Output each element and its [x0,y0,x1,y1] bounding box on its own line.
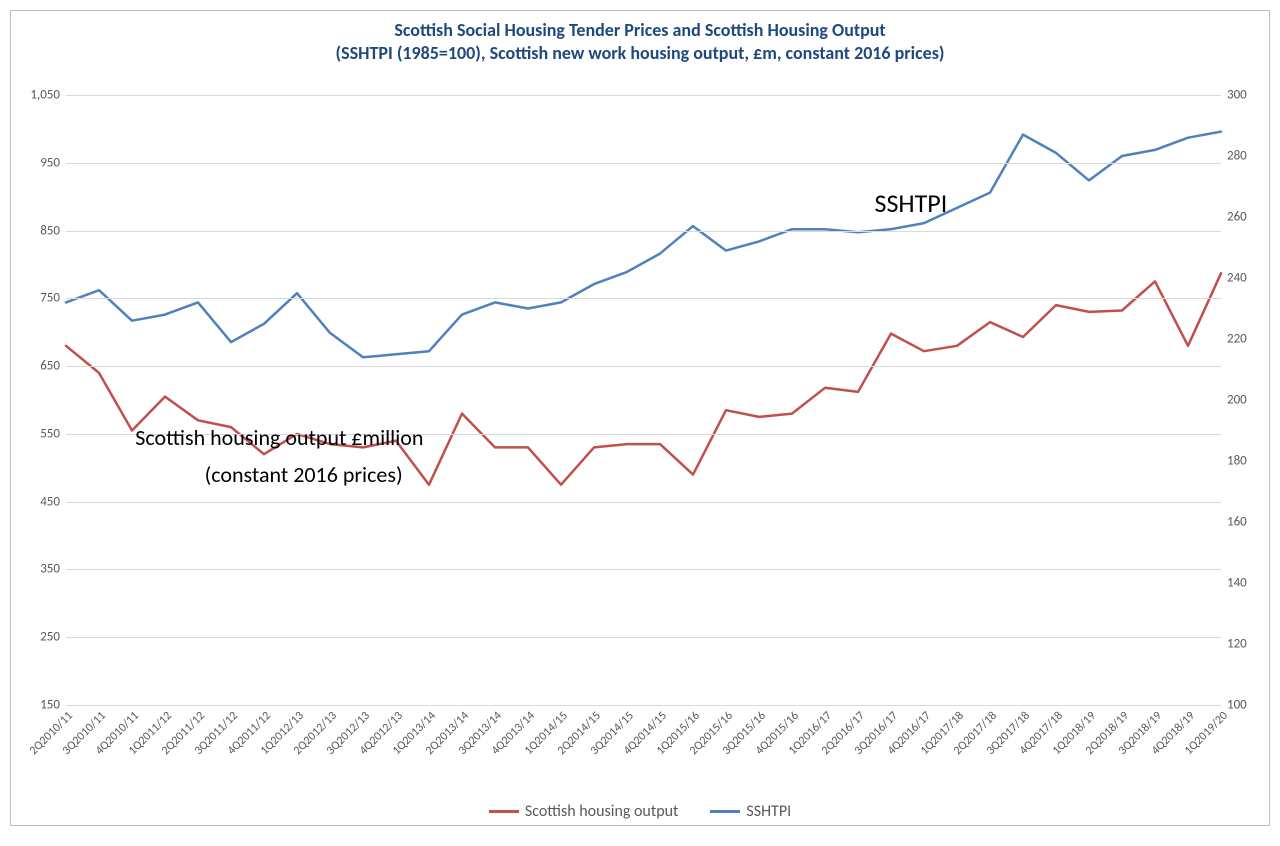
gridline [66,434,1221,435]
y-left-tick: 150 [40,698,60,713]
gridline [66,502,1221,503]
y-left-tick: 350 [40,562,60,577]
y-right-tick: 240 [1227,271,1247,286]
gridline [66,298,1221,299]
gridline [66,705,1221,706]
y-right-tick: 260 [1227,210,1247,225]
legend-swatch [710,810,740,813]
chart-title-line2: (SSHTPI (1985=100), Scottish new work ho… [11,42,1269,65]
gridline [66,95,1221,96]
plot-area: 1502503504505506507508509501,05010012014… [66,95,1221,705]
y-right-tick: 280 [1227,149,1247,164]
y-right-tick: 100 [1227,698,1247,713]
y-left-tick: 950 [40,155,60,170]
gridline [66,637,1221,638]
y-left-tick: 1,050 [30,88,60,103]
chart-title-line1: Scottish Social Housing Tender Prices an… [11,19,1269,42]
legend-label: SSHTPI [746,802,791,821]
y-right-tick: 220 [1227,332,1247,347]
gridline [66,231,1221,232]
y-left-tick: 550 [40,426,60,441]
chart-lines-svg [66,95,1221,705]
legend: Scottish housing output SSHTPI [11,799,1269,821]
legend-label: Scottish housing output [525,802,679,821]
series-line [66,132,1221,358]
gridline [66,569,1221,570]
legend-item: SSHTPI [710,802,791,821]
y-right-tick: 140 [1227,576,1247,591]
y-right-tick: 120 [1227,637,1247,652]
gridline [66,366,1221,367]
series-line [66,273,1221,484]
y-right-tick: 180 [1227,454,1247,469]
legend-swatch [489,810,519,813]
chart-container: Scottish Social Housing Tender Prices an… [10,10,1270,826]
y-right-tick: 160 [1227,515,1247,530]
chart-title: Scottish Social Housing Tender Prices an… [11,19,1269,66]
y-right-tick: 200 [1227,393,1247,408]
y-left-tick: 850 [40,223,60,238]
y-left-tick: 650 [40,359,60,374]
y-right-tick: 300 [1227,88,1247,103]
y-left-tick: 750 [40,291,60,306]
legend-item: Scottish housing output [489,802,679,821]
y-left-tick: 250 [40,630,60,645]
gridline [66,163,1221,164]
y-left-tick: 450 [40,494,60,509]
